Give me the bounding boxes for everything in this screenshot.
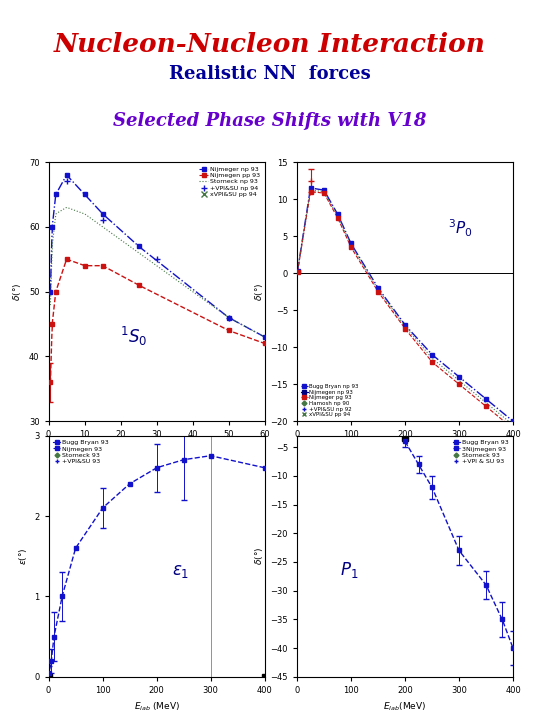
Text: Selected Phase Shifts with V18: Selected Phase Shifts with V18 xyxy=(113,112,427,130)
Y-axis label: $\delta(°)$: $\delta(°)$ xyxy=(253,282,265,301)
Text: Realistic NN  forces: Realistic NN forces xyxy=(169,65,371,83)
Y-axis label: $\varepsilon(°)$: $\varepsilon(°)$ xyxy=(17,547,29,565)
Text: $^3P_0$: $^3P_0$ xyxy=(448,218,473,239)
Text: $^1S_0$: $^1S_0$ xyxy=(120,325,147,348)
Y-axis label: $\delta(°)$: $\delta(°)$ xyxy=(253,547,265,565)
X-axis label: $E_{lab}$ (MeV): $E_{lab}$ (MeV) xyxy=(133,701,180,713)
Text: $\varepsilon_1$: $\varepsilon_1$ xyxy=(172,562,189,580)
Text: Nucleon-Nucleon Interaction: Nucleon-Nucleon Interaction xyxy=(54,32,486,58)
Legend: Bugg Bryan 93, Nijmegen 93, Storneck 93, +VPI&SU 93: Bugg Bryan 93, Nijmegen 93, Storneck 93,… xyxy=(52,438,110,466)
X-axis label: $E_{lab}$(MeV): $E_{lab}$(MeV) xyxy=(383,701,427,713)
X-axis label: $T_{lab}$ (MeV): $T_{lab}$ (MeV) xyxy=(382,445,428,457)
X-axis label: $T_{lab}$ (MeV): $T_{lab}$ (MeV) xyxy=(133,445,180,457)
Text: $P_1$: $P_1$ xyxy=(340,560,359,580)
Y-axis label: $\delta(°)$: $\delta(°)$ xyxy=(11,282,23,301)
Legend: Bugg Bryan 93, 3Nijmegen 93, Storneck 93, +VPI & SU 93: Bugg Bryan 93, 3Nijmegen 93, Storneck 93… xyxy=(451,438,510,466)
Legend: Bugg Bryan np 93, Nijmegen np 93, Nijmeger pg 93, Hamosh np 90, +VPI&SU np 92, x: Bugg Bryan np 93, Nijmegen np 93, Nijmeg… xyxy=(300,383,360,418)
Legend: Nijmeger np 93, Nijmegen pp 93, Storneck np 93, +VPI&SU np 94, xVPI&SU pp 94: Nijmeger np 93, Nijmegen pp 93, Storneck… xyxy=(198,165,261,198)
